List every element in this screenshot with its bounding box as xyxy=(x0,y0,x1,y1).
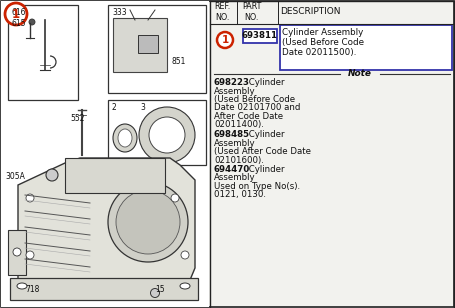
Circle shape xyxy=(46,169,58,181)
Text: 1: 1 xyxy=(222,35,228,45)
Text: Date 02011500).: Date 02011500). xyxy=(282,48,356,57)
Text: 15: 15 xyxy=(155,285,165,294)
Text: Assembly: Assembly xyxy=(214,139,256,148)
Text: Assembly: Assembly xyxy=(214,173,256,183)
Text: (Used Before Code: (Used Before Code xyxy=(214,95,295,104)
Ellipse shape xyxy=(180,283,190,289)
Circle shape xyxy=(151,289,160,298)
Circle shape xyxy=(181,251,189,259)
Text: 851: 851 xyxy=(172,57,187,66)
Circle shape xyxy=(171,194,179,202)
Bar xyxy=(108,100,206,165)
Text: 2: 2 xyxy=(112,103,117,112)
Text: 694470: 694470 xyxy=(214,165,250,174)
Text: 305A: 305A xyxy=(5,172,25,181)
Ellipse shape xyxy=(118,129,132,147)
Circle shape xyxy=(116,190,180,254)
Text: 693811: 693811 xyxy=(242,31,278,40)
Circle shape xyxy=(139,107,195,163)
Bar xyxy=(1,1,209,307)
Circle shape xyxy=(149,117,185,153)
Text: 698485: 698485 xyxy=(214,130,250,139)
Text: Used on Type No(s).: Used on Type No(s). xyxy=(214,182,300,191)
Ellipse shape xyxy=(113,124,137,152)
Circle shape xyxy=(29,19,35,25)
Circle shape xyxy=(13,248,21,256)
Polygon shape xyxy=(18,158,195,280)
Text: Assembly: Assembly xyxy=(214,87,256,95)
Text: Date 02101700 and: Date 02101700 and xyxy=(214,103,300,112)
Text: Note: Note xyxy=(348,70,372,79)
FancyBboxPatch shape xyxy=(113,18,167,72)
Text: 02101600).: 02101600). xyxy=(214,156,264,164)
Text: Cylinder: Cylinder xyxy=(246,165,284,174)
Text: Cylinder: Cylinder xyxy=(246,130,284,139)
Circle shape xyxy=(5,3,27,25)
Text: 3: 3 xyxy=(140,103,145,112)
Text: After Code Date: After Code Date xyxy=(214,112,283,121)
Text: 718: 718 xyxy=(25,285,40,294)
Text: REF.
NO.: REF. NO. xyxy=(214,2,230,22)
Bar xyxy=(10,278,198,300)
Text: Cylinder: Cylinder xyxy=(246,78,284,87)
Text: 02011400).: 02011400). xyxy=(214,120,264,129)
Text: 552: 552 xyxy=(70,114,85,123)
Text: Cylinder Assembly: Cylinder Assembly xyxy=(282,28,363,37)
FancyBboxPatch shape xyxy=(243,29,277,43)
Text: 0121, 0130.: 0121, 0130. xyxy=(214,191,266,200)
Text: 615: 615 xyxy=(12,19,26,28)
Text: 698223: 698223 xyxy=(214,78,250,87)
Text: (Used Before Code: (Used Before Code xyxy=(282,38,364,47)
Circle shape xyxy=(26,194,34,202)
Text: (Used After Code Date: (Used After Code Date xyxy=(214,147,311,156)
FancyBboxPatch shape xyxy=(65,158,165,193)
Bar xyxy=(138,35,158,53)
Text: 333: 333 xyxy=(112,8,126,17)
FancyBboxPatch shape xyxy=(279,25,451,70)
Text: PART
NO.: PART NO. xyxy=(242,2,261,22)
Bar xyxy=(8,5,78,100)
Bar xyxy=(8,230,26,275)
Circle shape xyxy=(108,182,188,262)
Bar xyxy=(108,5,206,93)
Text: DESCRIPTION: DESCRIPTION xyxy=(280,7,340,17)
Text: 616: 616 xyxy=(12,8,26,17)
Ellipse shape xyxy=(17,283,27,289)
Circle shape xyxy=(217,32,233,48)
Circle shape xyxy=(26,251,34,259)
Text: 1: 1 xyxy=(12,7,20,21)
